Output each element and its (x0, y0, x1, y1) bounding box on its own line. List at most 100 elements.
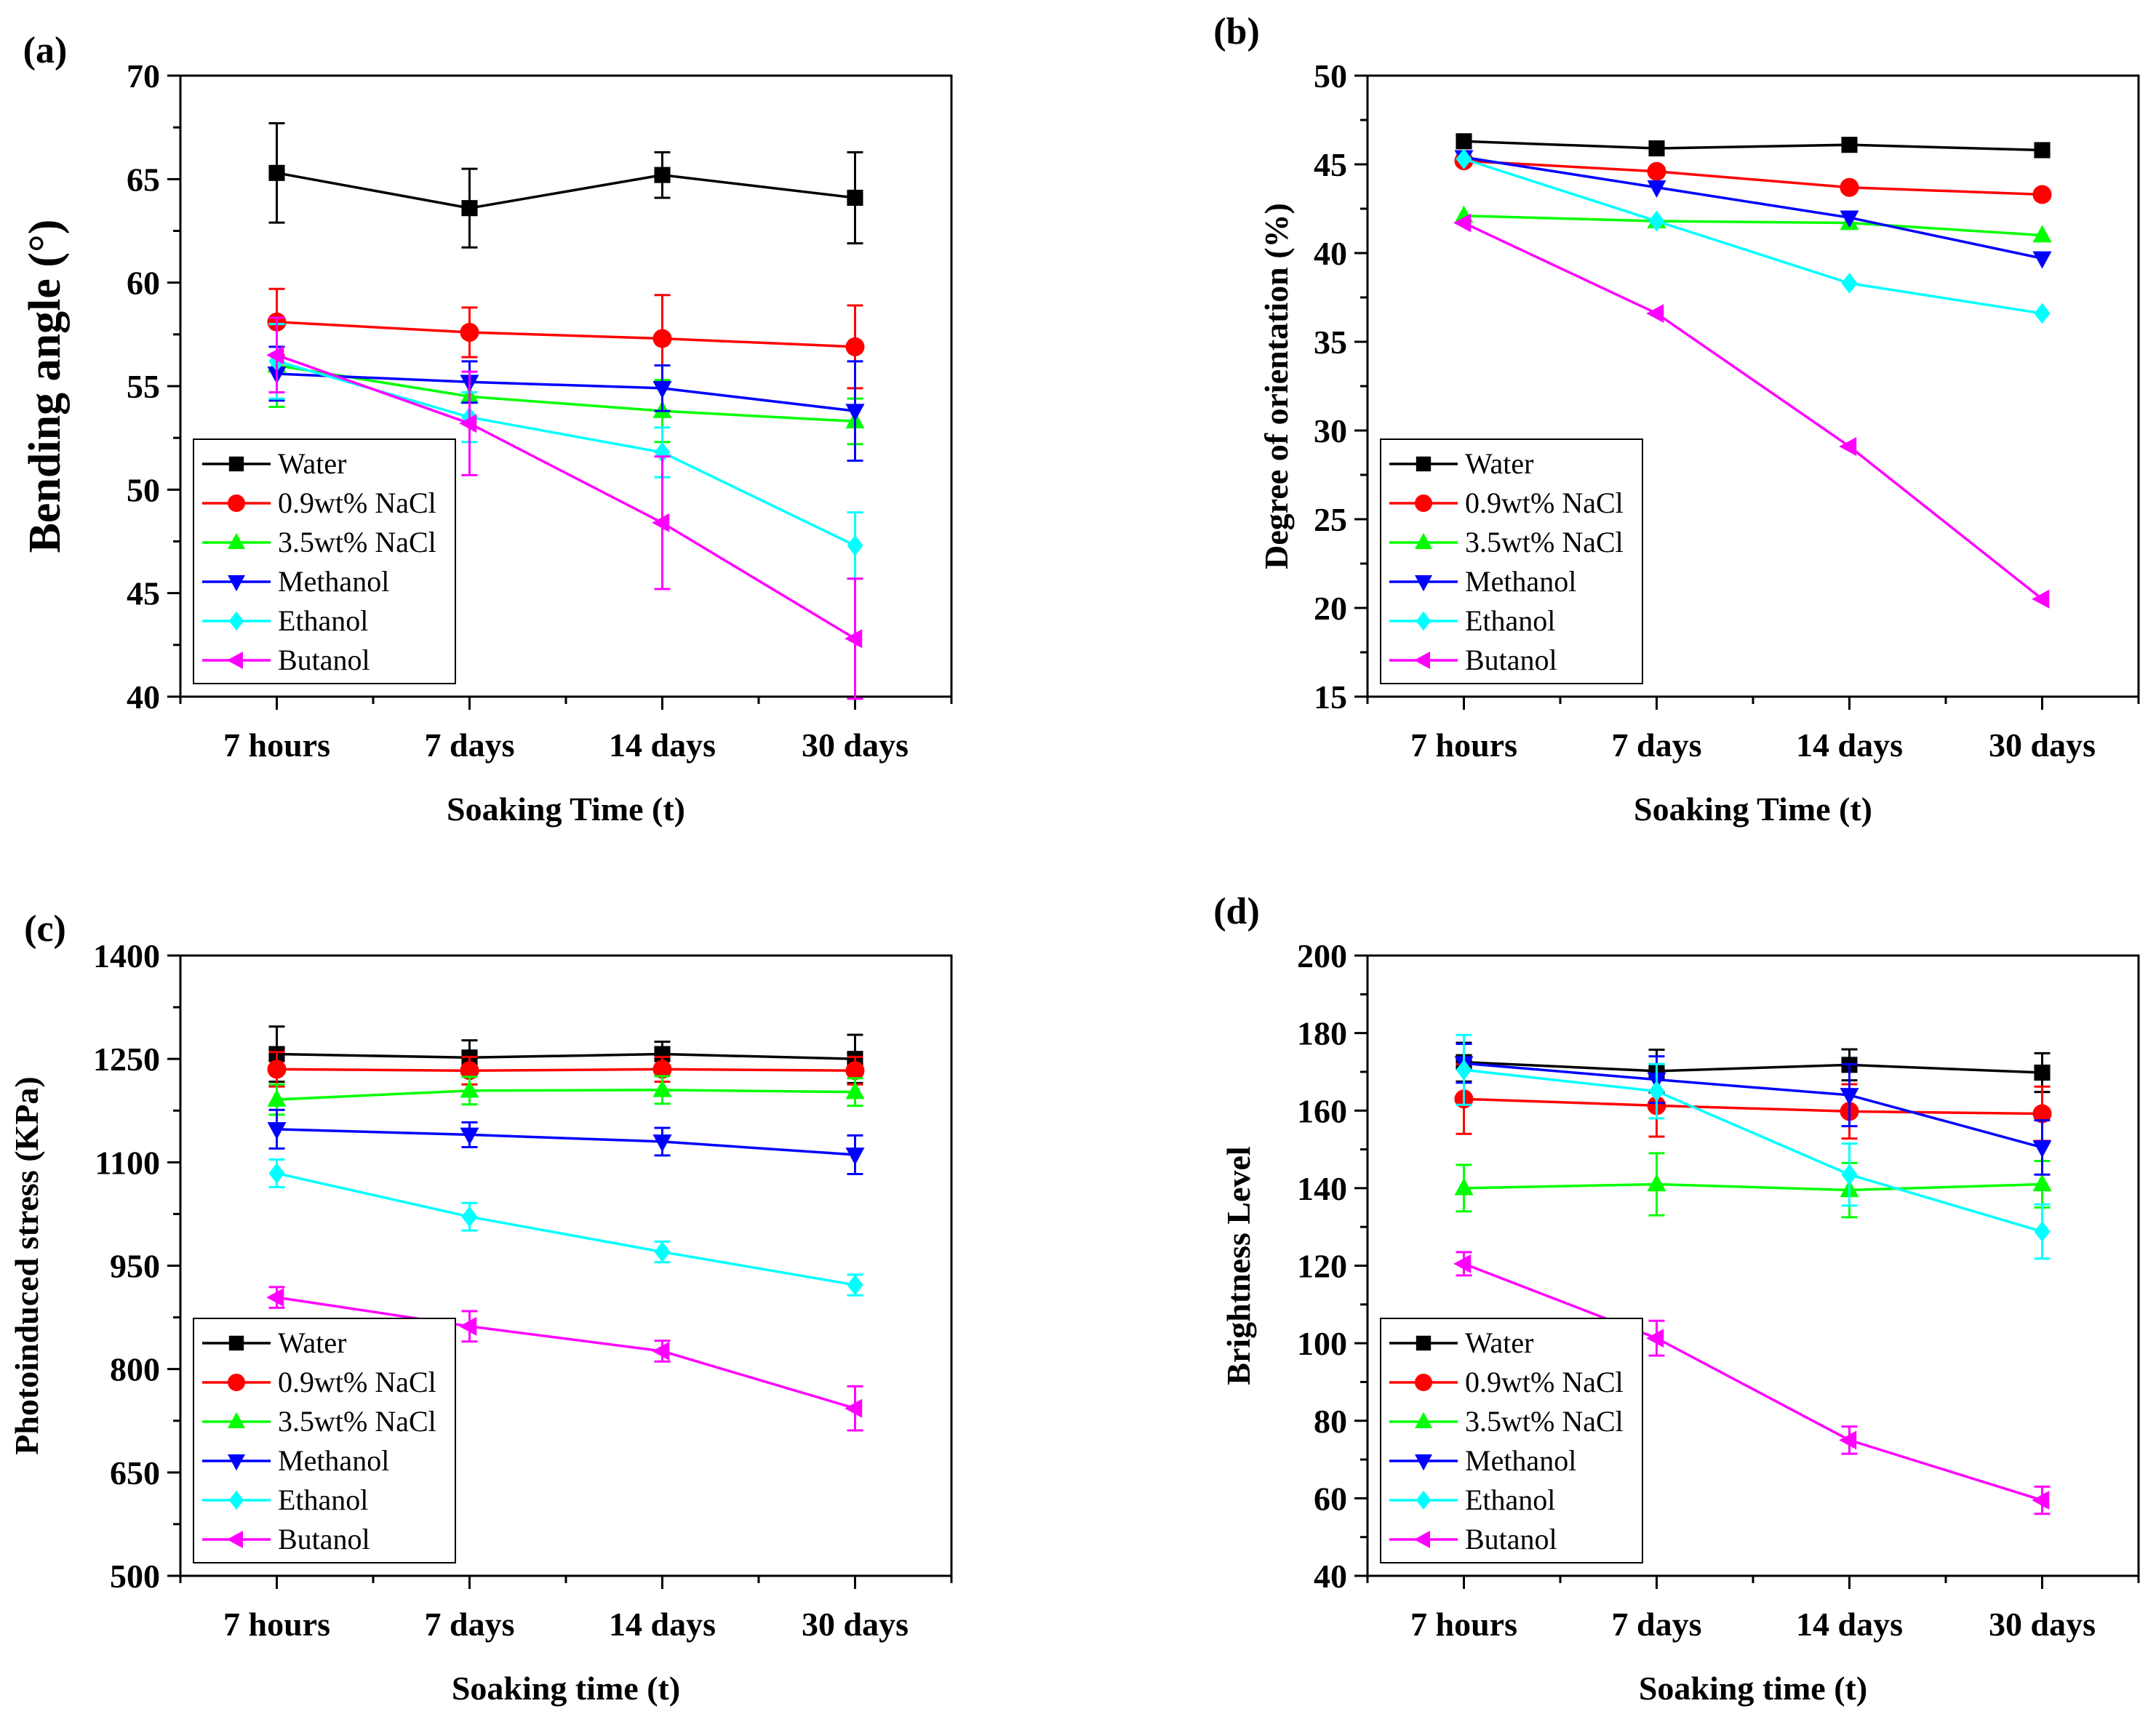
data-point (654, 167, 671, 183)
data-point (1453, 1254, 1472, 1273)
data-point (459, 1316, 477, 1336)
y-tick-label: 55 (127, 368, 160, 405)
data-point (845, 629, 863, 649)
legend-marker (1413, 1531, 1430, 1548)
legend: Water 0.9wt% NaCl 3.5wt% NaCl Methanol Ethan… (193, 1318, 456, 1563)
legend-marker (1415, 1411, 1432, 1428)
x-tick-label: 7 days (425, 726, 515, 764)
legend-marker (1415, 532, 1432, 549)
legend-entry: Methanol (1465, 1444, 1576, 1477)
legend-box (193, 438, 456, 684)
data-point (2032, 185, 2052, 204)
legend-entry: Water (1465, 1326, 1534, 1359)
legend-box (1380, 438, 1643, 684)
legend-marker (1413, 652, 1430, 669)
legend-entry: Butanol (278, 644, 370, 676)
x-axis-label: Soaking time (t) (452, 1670, 680, 1707)
legend-entry: Butanol (1465, 1523, 1557, 1555)
x-tick-label: 7 hours (223, 726, 330, 764)
series-methanol (1454, 150, 2052, 269)
legend-entry: 0.9wt% NaCl (278, 1366, 436, 1398)
data-point (1456, 148, 1472, 169)
legend: Water 0.9wt% NaCl 3.5wt% NaCl Methanol Ethan… (1380, 1318, 1643, 1563)
series-line (276, 321, 855, 348)
x-tick-label: 14 days (1796, 726, 1903, 764)
series-water (268, 1025, 863, 1084)
series-butanol (266, 1286, 863, 1432)
series-line (1463, 221, 2043, 601)
data-point (2034, 1221, 2051, 1242)
legend-entry: 3.5wt% NaCl (1465, 1405, 1624, 1438)
data-point (845, 1061, 865, 1081)
data-point (2034, 142, 2051, 159)
series-line (1464, 1068, 2043, 1233)
y-tick-label: 500 (110, 1558, 160, 1595)
data-point (845, 404, 865, 422)
legend-entry: Water (1465, 447, 1534, 480)
series-ethanol (1456, 148, 2051, 324)
series-line (276, 353, 856, 640)
x-axis-label: Soaking Time (t) (447, 790, 685, 828)
series-line (276, 1068, 855, 1073)
y-axis-label: Bending angle (°) (20, 220, 70, 553)
legend-entry: Methanol (1465, 565, 1576, 598)
data-point (1647, 180, 1666, 199)
data-point (1648, 140, 1665, 157)
legend-entry: 0.9wt% NaCl (1465, 486, 1624, 519)
data-point (460, 1061, 479, 1081)
y-tick-label: 1250 (93, 1041, 160, 1078)
legend-marker (1415, 494, 1432, 512)
legend-marker (1416, 611, 1432, 631)
legend-marker (228, 1490, 244, 1510)
y-tick-label: 180 (1297, 1015, 1347, 1052)
data-point (266, 1288, 284, 1307)
y-tick-label: 40 (1314, 235, 1347, 272)
series-butanol (1453, 1251, 2051, 1515)
data-point (1647, 1174, 1666, 1192)
data-point (267, 1060, 287, 1079)
series-line (276, 172, 855, 209)
series-line (1464, 1097, 2043, 1116)
legend-marker (1416, 1490, 1432, 1510)
y-tick-label: 15 (1314, 678, 1347, 716)
y-tick-label: 50 (1314, 57, 1347, 95)
data-point (1839, 1430, 1857, 1450)
data-point (1841, 1164, 1858, 1185)
y-tick-label: 65 (127, 161, 160, 198)
data-point (2032, 589, 2050, 609)
data-point (459, 414, 477, 433)
data-point (266, 345, 284, 365)
data-point (460, 322, 479, 342)
data-point (654, 441, 671, 463)
y-tick-label: 120 (1297, 1248, 1347, 1285)
data-point (654, 1046, 671, 1062)
y-tick-label: 50 (127, 471, 160, 508)
data-point (2032, 1104, 2052, 1124)
series-line (1464, 1060, 2043, 1074)
x-tick-label: 7 days (1612, 726, 1702, 764)
data-point (1840, 177, 1859, 197)
data-point (847, 189, 863, 207)
legend-marker (228, 1374, 245, 1391)
panel-label: (a) (23, 30, 68, 71)
legend-marker (1415, 575, 1432, 592)
x-tick-label: 7 hours (1410, 726, 1517, 764)
x-axis-label: Soaking time (t) (1639, 1670, 1867, 1707)
data-point (845, 1148, 865, 1166)
legend-marker (1416, 456, 1432, 472)
legend-entry: Methanol (278, 565, 389, 598)
y-axis-label: Photoinduced stress (KPa) (8, 1076, 45, 1455)
data-point (2032, 225, 2052, 243)
legend-entry: Ethanol (1465, 604, 1555, 637)
series-line (1464, 215, 2043, 237)
data-point (652, 1134, 672, 1153)
data-point (267, 1122, 287, 1140)
x-tick-label: 30 days (1989, 1606, 2096, 1643)
data-point (268, 164, 285, 181)
series-methanol (267, 1108, 865, 1175)
x-tick-label: 30 days (802, 1606, 909, 1643)
x-tick-label: 14 days (609, 726, 716, 764)
legend-entry: 3.5wt% NaCl (1465, 526, 1624, 558)
legend: Water 0.9wt% NaCl 3.5wt% NaCl Methanol Ethan… (193, 438, 456, 684)
legend-marker (228, 1411, 245, 1428)
